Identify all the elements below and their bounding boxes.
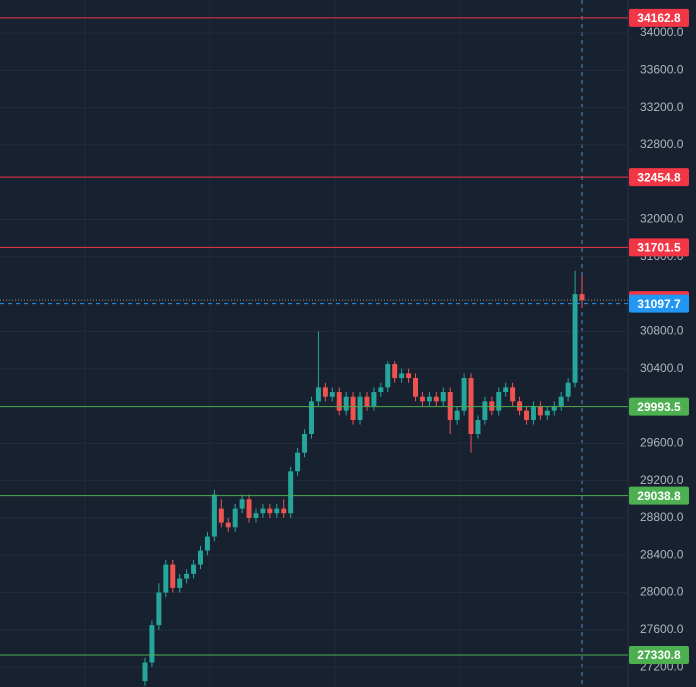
candle-body — [142, 662, 148, 682]
candle-body — [149, 625, 155, 663]
candle-body — [170, 564, 176, 588]
candle-body — [426, 396, 432, 402]
y-tick-label: 34000.0 — [640, 25, 684, 39]
candle-body — [322, 387, 328, 397]
candle-body — [558, 396, 564, 407]
candle-body — [281, 508, 287, 514]
y-tick-label: 29200.0 — [640, 473, 684, 487]
level-box — [629, 168, 689, 187]
candle-body — [413, 378, 419, 397]
candle-body — [447, 392, 453, 421]
y-tick-label: 28400.0 — [640, 547, 684, 561]
candle-body — [204, 536, 210, 551]
candle-body — [544, 410, 550, 416]
y-tick-label: 30400.0 — [640, 361, 684, 375]
candle-body — [260, 508, 266, 514]
candle-body — [253, 513, 259, 518]
candle-body — [510, 387, 516, 402]
candle-body — [225, 522, 231, 528]
candle-body — [218, 508, 224, 523]
candle-body — [177, 578, 183, 588]
y-tick-label: 27600.0 — [640, 622, 684, 636]
candle-body — [364, 396, 370, 407]
y-tick-label: 32000.0 — [640, 212, 684, 226]
candle-body — [371, 392, 377, 407]
candle-body — [191, 564, 197, 574]
candle-body — [565, 382, 571, 397]
level-label: 34162.8 — [637, 11, 681, 25]
candle-body — [530, 406, 536, 421]
candle-body — [302, 434, 308, 453]
candle-body — [468, 378, 474, 435]
level-box — [629, 486, 689, 505]
candle-body — [440, 392, 446, 402]
candle-body — [489, 401, 495, 411]
candle-body — [378, 387, 384, 393]
level-label: 29993.5 — [637, 400, 681, 414]
candle-body — [461, 378, 467, 411]
candle-body — [184, 573, 190, 579]
candle-body — [295, 452, 301, 472]
candle-body — [288, 471, 294, 514]
candle-body — [385, 364, 391, 388]
y-tick-label: 28800.0 — [640, 510, 684, 524]
candle-body — [274, 508, 280, 514]
candle-body — [315, 387, 321, 402]
candle-body — [517, 401, 523, 411]
candle-body — [475, 420, 481, 435]
level-label: 29038.8 — [637, 489, 681, 503]
candle-body — [246, 499, 252, 518]
candle-body — [572, 294, 578, 383]
candle-body — [336, 392, 342, 411]
y-tick-label: 29600.0 — [640, 435, 684, 449]
candle-body — [211, 494, 217, 537]
candle-body — [232, 508, 238, 528]
level-box — [629, 238, 689, 257]
candle-body — [343, 396, 349, 411]
level-label: 32454.8 — [637, 170, 681, 184]
candle-body — [579, 294, 585, 301]
level-label: 27330.8 — [637, 648, 681, 662]
y-tick-label: 32800.0 — [640, 137, 684, 151]
candle-body — [197, 550, 203, 565]
candle-body — [496, 392, 502, 411]
candle-body — [406, 373, 412, 379]
level-box — [629, 397, 689, 416]
y-tick-label: 33600.0 — [640, 62, 684, 76]
level-box — [629, 645, 689, 664]
level-box — [629, 8, 689, 27]
candle-body — [308, 401, 314, 435]
candle-body — [329, 392, 335, 397]
candle-body — [239, 499, 245, 509]
candle-body — [482, 401, 488, 421]
y-tick-label: 30800.0 — [640, 324, 684, 338]
candle-body — [163, 564, 169, 593]
level-label: 31701.5 — [637, 241, 681, 255]
y-tick-label: 28000.0 — [640, 585, 684, 599]
candle-body — [156, 592, 162, 626]
candle-body — [454, 410, 460, 421]
candle-body — [503, 387, 509, 393]
candle-body — [399, 373, 405, 379]
y-tick-label: 33200.0 — [640, 100, 684, 114]
candle-body — [392, 364, 398, 379]
candle-body — [357, 396, 363, 421]
cursor-price-label: 31097.7 — [637, 297, 681, 311]
candle-body — [433, 396, 439, 402]
candle-body — [537, 406, 543, 416]
candle-body — [551, 406, 557, 411]
candle-body — [524, 410, 530, 421]
cursor-price-box — [629, 294, 689, 313]
candle-body — [267, 508, 273, 514]
candle-body — [419, 396, 425, 402]
candle-body — [350, 396, 356, 421]
